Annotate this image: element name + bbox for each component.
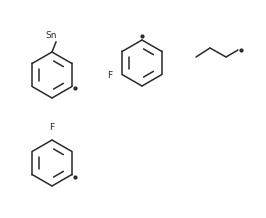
Text: F: F xyxy=(49,123,55,132)
Text: F: F xyxy=(107,71,112,80)
Text: Sn: Sn xyxy=(45,31,56,39)
